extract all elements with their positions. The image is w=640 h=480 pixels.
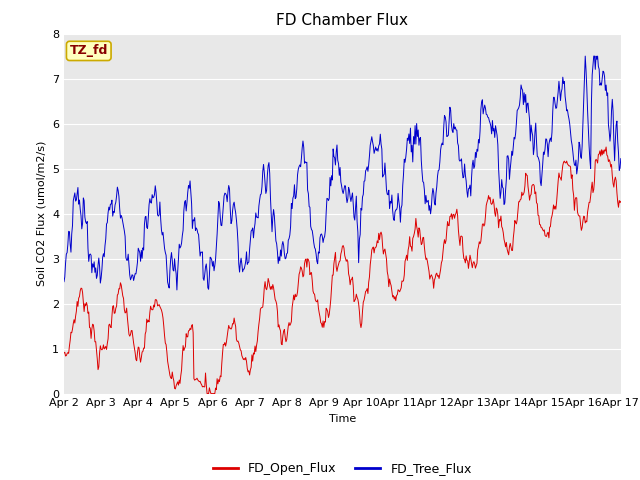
Y-axis label: Soil CO2 Flux (umol/m2/s): Soil CO2 Flux (umol/m2/s)	[36, 141, 47, 286]
Legend: FD_Open_Flux, FD_Tree_Flux: FD_Open_Flux, FD_Tree_Flux	[208, 457, 477, 480]
Text: TZ_fd: TZ_fd	[70, 44, 108, 58]
X-axis label: Time: Time	[329, 414, 356, 424]
Title: FD Chamber Flux: FD Chamber Flux	[276, 13, 408, 28]
